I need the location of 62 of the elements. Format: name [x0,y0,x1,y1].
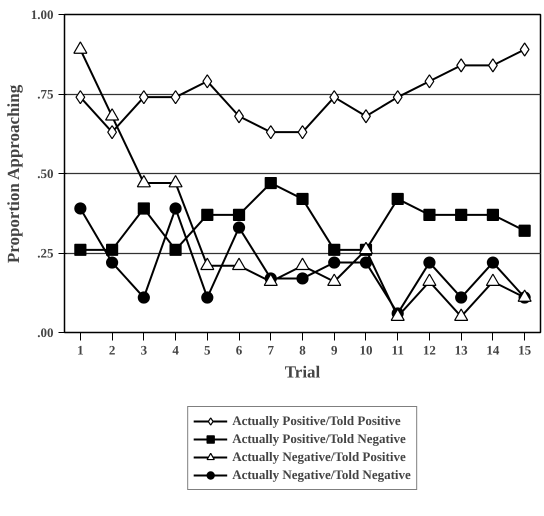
point [360,256,372,269]
legend-label: Actually Negative/Told Negative [232,466,411,484]
point [328,244,340,256]
point [138,291,150,304]
x-tick-label: 9 [330,342,338,358]
x-axis-title: Trial [284,362,321,382]
legend-label: Actually Positive/Told Positive [232,412,401,430]
point [106,256,118,269]
point [232,208,246,221]
x-tick-label: 14 [486,342,500,358]
point [74,202,86,215]
x-tick-label: 2 [108,342,116,358]
point [392,192,404,206]
point [266,125,276,140]
point [201,208,214,221]
point [486,256,499,269]
point [423,208,436,221]
x-tick-label: 5 [204,342,212,358]
y-tick-label: .50 [37,166,54,181]
x-tick-label: 3 [140,342,148,358]
legend-label: Actually Positive/Told Negative [232,430,406,448]
point [202,74,212,88]
point [520,42,530,57]
point [169,202,182,215]
y-tick-label: .00 [37,325,54,340]
x-tick-label: 1 [77,342,84,358]
point [486,208,499,221]
point [169,244,182,256]
point [455,208,468,221]
point [488,58,498,72]
x-tick-label: 6 [236,342,243,358]
point [392,90,403,104]
point [75,90,86,104]
x-tick-label: 7 [268,342,275,358]
x-tick-label: 8 [299,342,306,358]
x-tick-label: 15 [518,342,532,358]
y-tick-label: .75 [37,86,54,102]
y-axis-title: Proportion Approaching [4,84,23,264]
x-tick-label: 12 [422,342,436,358]
point [107,125,118,140]
point [232,221,246,234]
y-tick-label: 1.00 [30,7,54,22]
point [329,90,340,104]
y-tick-label: .25 [37,246,54,260]
point [328,256,340,269]
point [106,244,118,256]
point [296,272,309,285]
x-tick-label: 10 [359,342,372,358]
point [201,291,214,304]
point [138,90,149,104]
x-tick-label: 13 [454,342,468,358]
point [455,291,468,304]
legend-label: Actually Negative/Told Positive [232,448,406,466]
point [296,192,309,206]
point [264,176,277,190]
x-tick-label: 11 [392,342,404,358]
point [518,224,531,237]
x-tick-label: 4 [172,342,180,358]
point [138,202,150,215]
point [456,58,466,72]
point [423,256,436,269]
point [74,244,86,256]
